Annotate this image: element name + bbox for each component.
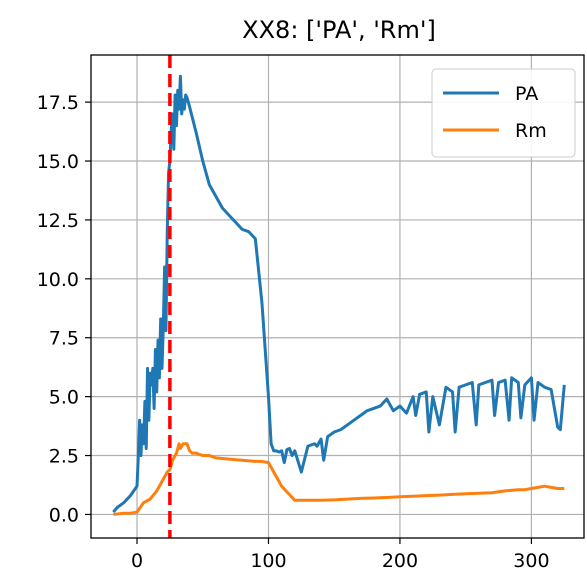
x-tick-label: 0 [131, 550, 143, 572]
y-tick-label: 2.5 [49, 446, 79, 468]
y-tick-label: 0.0 [49, 504, 79, 526]
axes [90, 54, 585, 539]
legend-label-rm: Rm [515, 120, 547, 142]
legend-label-pa: PA [515, 83, 538, 105]
chart-title: XX8: ['PA', 'Rm'] [242, 16, 436, 44]
legend-box [431, 68, 576, 158]
y-tick-label: 7.5 [49, 328, 79, 350]
y-axis-ticks: 0.0 2.5 5.0 7.5 10.0 12.5 15.0 17.5 [37, 92, 91, 526]
y-tick-label: 5.0 [49, 387, 79, 409]
series-line-rm [113, 442, 565, 516]
x-axis-ticks: 0 100 200 300 [131, 538, 550, 572]
y-tick-label: 17.5 [37, 92, 79, 114]
y-tick-label: 15.0 [37, 151, 79, 173]
series-line-pa [112, 74, 566, 514]
y-tick-label: 12.5 [37, 210, 79, 232]
series-layer [112, 74, 566, 516]
plot-frame [90, 54, 585, 539]
y-tick-label: 10.0 [37, 269, 79, 291]
x-tick-label: 100 [250, 550, 286, 572]
x-tick-label: 200 [382, 550, 418, 572]
grid [91, 55, 584, 538]
x-tick-label: 300 [513, 550, 549, 572]
legend: PA Rm [431, 68, 576, 158]
